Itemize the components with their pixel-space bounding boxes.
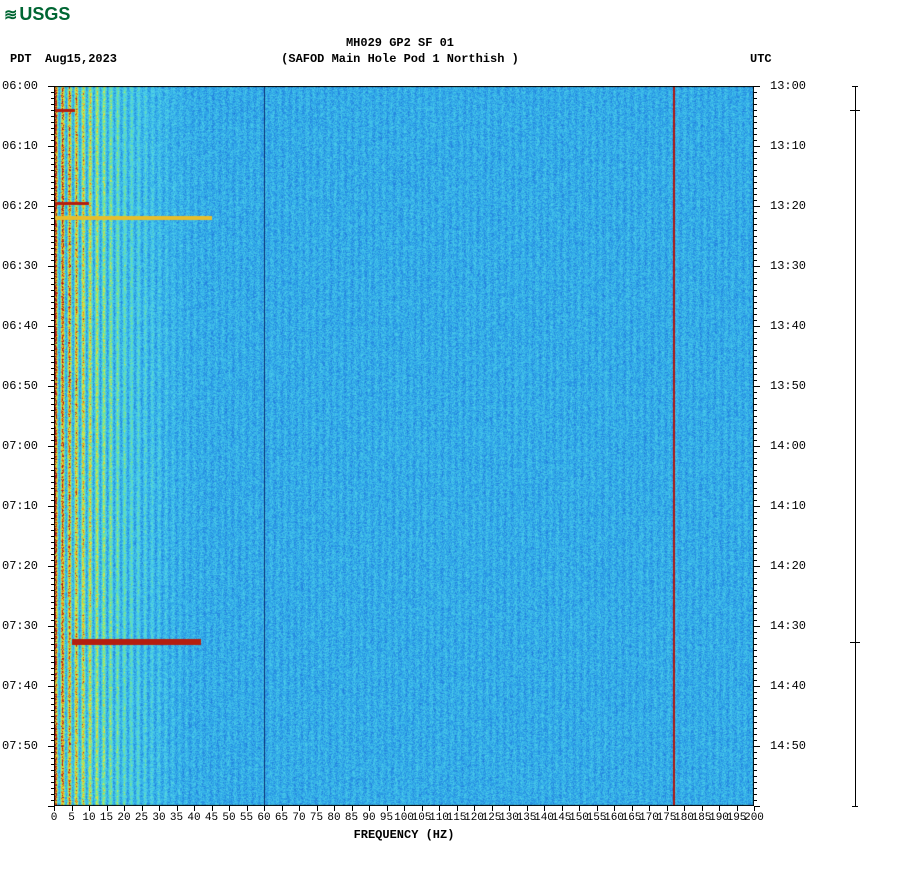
xtick: 95 [380,812,393,824]
side-marker [850,642,860,643]
xtick: 15 [100,812,113,824]
ytick-right: 13:40 [770,319,806,333]
xtick: 200 [744,812,764,824]
xtick: 75 [310,812,323,824]
ytick-left: 07:10 [2,499,38,513]
xtick: 30 [152,812,165,824]
y-axis-right: 13:0013:1013:2013:3013:4013:5014:0014:10… [758,86,808,806]
ytick-left: 06:30 [2,259,38,273]
xtick: 50 [222,812,235,824]
ytick-right: 14:30 [770,619,806,633]
ytick-right: 13:20 [770,199,806,213]
ytick-left: 06:50 [2,379,38,393]
ytick-right: 13:50 [770,379,806,393]
ytick-right: 13:30 [770,259,806,273]
xtick: 65 [275,812,288,824]
spectrogram-canvas [54,86,754,806]
xtick: 85 [345,812,358,824]
side-marker [850,110,860,111]
ytick-right: 14:00 [770,439,806,453]
ytick-left: 07:00 [2,439,38,453]
chart-subtitle: (SAFOD Main Hole Pod 1 Northish ) [0,52,800,66]
ytick-left: 07:50 [2,739,38,753]
ytick-right: 14:40 [770,679,806,693]
ytick-left: 06:40 [2,319,38,333]
timezone-right: UTC [750,52,772,66]
logo-wave-icon: ≋ [4,5,17,25]
x-axis-label: FREQUENCY (HZ) [54,828,754,842]
ytick-right: 13:00 [770,79,806,93]
xtick: 35 [170,812,183,824]
xtick: 40 [187,812,200,824]
ytick-right: 13:10 [770,139,806,153]
ytick-left: 06:10 [2,139,38,153]
xtick: 55 [240,812,253,824]
date-left: Aug15,2023 [45,52,117,66]
ytick-right: 14:10 [770,499,806,513]
xtick: 80 [327,812,340,824]
ytick-left: 07:40 [2,679,38,693]
xtick: 0 [51,812,58,824]
ytick-left: 07:20 [2,559,38,573]
chart-title: MH029 GP2 SF 01 [0,36,800,50]
xtick: 70 [292,812,305,824]
timezone-left: PDT [10,52,32,66]
xtick: 10 [82,812,95,824]
xtick: 20 [117,812,130,824]
y-axis-left: 06:0006:1006:2006:3006:4006:5007:0007:10… [0,86,50,806]
logo-text: USGS [19,4,70,24]
xtick: 60 [257,812,270,824]
xtick: 45 [205,812,218,824]
usgs-logo: ≋USGS [4,4,70,25]
ytick-left: 07:30 [2,619,38,633]
xtick: 90 [362,812,375,824]
side-scale-bar [855,86,856,806]
ytick-right: 14:50 [770,739,806,753]
ytick-left: 06:20 [2,199,38,213]
ytick-right: 14:20 [770,559,806,573]
xtick: 5 [68,812,75,824]
xtick: 25 [135,812,148,824]
ytick-left: 06:00 [2,79,38,93]
spectrogram-plot [54,86,754,806]
